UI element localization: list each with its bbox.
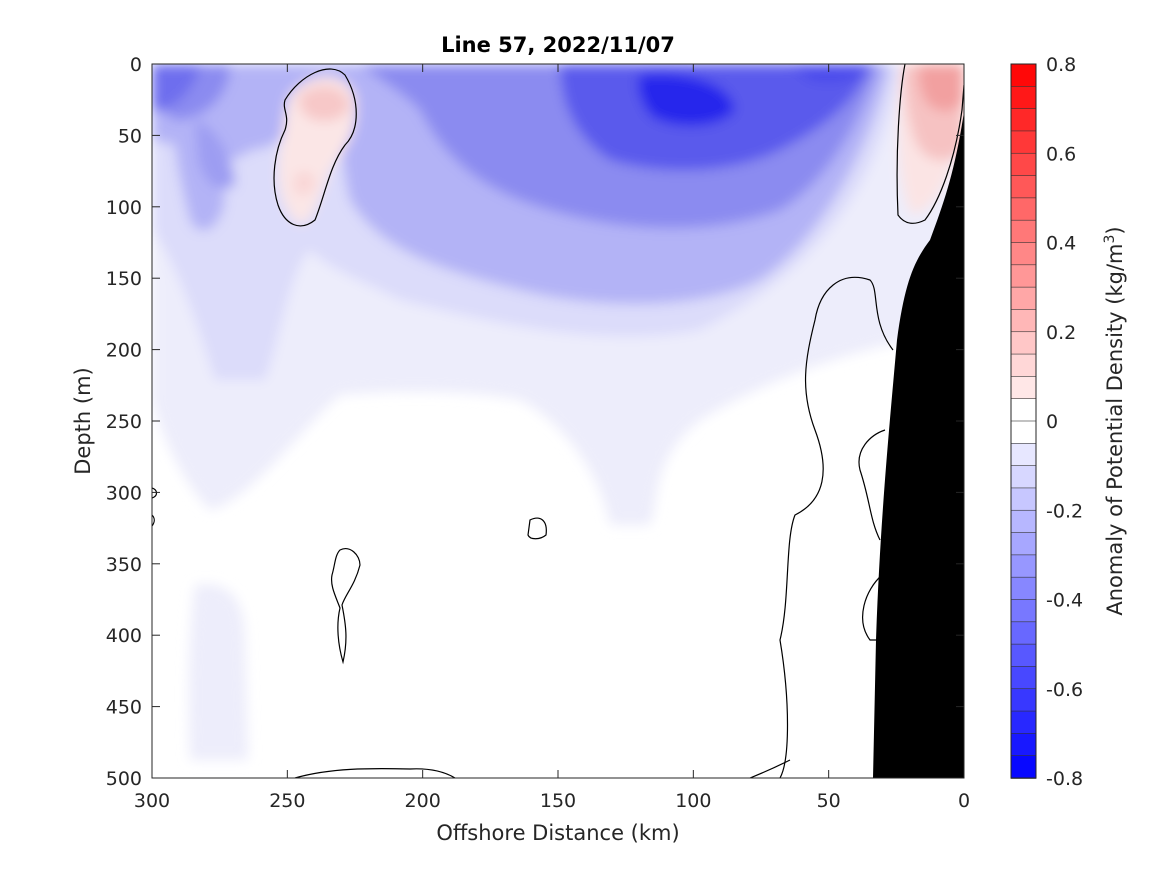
colorbar-segment xyxy=(1010,219,1037,244)
colorbar-tick-label: 0.6 xyxy=(1046,143,1076,165)
x-axis-label: Offshore Distance (km) xyxy=(436,821,679,845)
colorbar-segment xyxy=(1010,108,1037,132)
colorbar-label-tail: ) xyxy=(1103,226,1127,234)
zero-contour-east-mid xyxy=(858,429,886,541)
colorbar-tick-label: -0.6 xyxy=(1046,679,1083,701)
y-tick-label: 500 xyxy=(106,768,142,790)
colorbar-tick-label: 0.4 xyxy=(1046,233,1076,255)
anomaly-field xyxy=(152,64,964,760)
zero-contour-bottom-east xyxy=(749,759,791,778)
colorbar-tick-label: -0.2 xyxy=(1046,500,1083,522)
y-tick-label: 350 xyxy=(106,554,142,576)
y-tick-label: 150 xyxy=(106,268,142,290)
colorbar-segment xyxy=(1010,532,1037,556)
colorbar-segment xyxy=(1010,420,1037,445)
colorbar-label: Anomaly of Potential Density (kg/m3) xyxy=(1102,226,1127,615)
colorbar-segment xyxy=(1010,487,1037,512)
x-tick-label: 50 xyxy=(817,790,841,812)
colorbar-segment xyxy=(1010,599,1037,623)
colorbar-segment xyxy=(1010,733,1037,757)
y-tick-label: 0 xyxy=(130,54,142,76)
colorbar-tick-label: -0.8 xyxy=(1046,768,1083,790)
zero-contour-east-upper xyxy=(896,64,964,224)
bathymetry-mask xyxy=(873,112,964,778)
anomaly-contour-neg-060-top xyxy=(790,64,875,82)
x-axis: 300 250 200 150 100 50 0 xyxy=(134,64,970,812)
colorbar-tick-label: -0.4 xyxy=(1046,590,1083,612)
y-tick-label: 100 xyxy=(106,197,142,219)
colorbar-label-main: Anomaly of Potential Density (kg/m xyxy=(1103,244,1127,616)
colorbar-segment xyxy=(1010,264,1037,288)
y-axis-label: Depth (m) xyxy=(71,367,95,474)
colorbar-segment xyxy=(1010,554,1037,578)
x-tick-label: 100 xyxy=(675,790,711,812)
colorbar-segment xyxy=(1010,286,1037,311)
x-tick-label: 300 xyxy=(134,790,170,812)
anomaly-contour-neg-005-deep xyxy=(188,584,248,760)
colorbar-segment xyxy=(1010,376,1037,400)
colorbar-segment xyxy=(1010,331,1037,355)
zero-contour-small-lens xyxy=(527,517,547,540)
anomaly-contour-neg-070 xyxy=(638,73,735,126)
zero-contours xyxy=(152,64,964,778)
zero-contour-bottom xyxy=(294,767,456,778)
colorbar-segment xyxy=(1010,242,1037,266)
x-tick-label: 250 xyxy=(269,790,305,812)
colorbar-segment xyxy=(1010,576,1037,601)
y-tick-label: 450 xyxy=(106,697,142,719)
colorbar-segment xyxy=(1010,710,1037,735)
colorbar-segment xyxy=(1010,130,1037,155)
colorbar-tick-label: 0.8 xyxy=(1046,54,1076,76)
y-tick-label: 50 xyxy=(118,125,142,147)
colorbar-segment xyxy=(1010,755,1037,779)
x-tick-label: 0 xyxy=(958,790,970,812)
colorbar-segment xyxy=(1010,175,1037,199)
colorbar: 0.8 0.6 0.4 0.2 0 -0.2 -0.4 -0.6 -0.8 xyxy=(1010,54,1083,790)
colorbar-segment xyxy=(1010,309,1037,333)
anomaly-contour-neg-020-left xyxy=(173,100,225,231)
colorbar-segment xyxy=(1010,621,1037,645)
y-tick-label: 200 xyxy=(106,340,142,362)
zero-contour-east-slope xyxy=(779,276,894,778)
y-axis: 0 50 100 150 200 250 300 350 400 450 500 xyxy=(106,54,964,790)
x-tick-label: 200 xyxy=(405,790,441,812)
chart-title: Line 57, 2022/11/07 xyxy=(441,33,675,57)
colorbar-segment xyxy=(1010,197,1037,221)
y-tick-label: 400 xyxy=(106,625,142,647)
zero-contour-deep-lens xyxy=(330,548,361,665)
colorbar-segment xyxy=(1010,398,1037,422)
colorbar-segment xyxy=(1010,465,1037,489)
plot-area xyxy=(152,64,964,778)
colorbar-frame xyxy=(1010,63,1037,779)
colorbar-segment xyxy=(1010,509,1037,534)
zero-contour-east-deep xyxy=(862,574,883,641)
y-tick-label: 250 xyxy=(106,411,142,433)
y-tick-label: 300 xyxy=(106,482,142,504)
zero-contour-west-blob xyxy=(273,68,357,227)
colorbar-segment xyxy=(1010,688,1037,712)
zero-contour-left-edge-1 xyxy=(152,487,158,499)
anomaly-contour-pos-010-west2 xyxy=(294,171,315,195)
zero-contour-left-edge-2 xyxy=(152,514,155,527)
anomaly-contour-neg-035-left2 xyxy=(195,120,235,189)
colorbar-tick-label: 0.2 xyxy=(1046,322,1076,344)
anomaly-contour-pos-015-west xyxy=(299,86,350,122)
anomaly-contour-neg-045-edge xyxy=(152,64,200,112)
anomaly-contour-pos-030-east xyxy=(918,64,964,112)
colorbar-segment xyxy=(1010,443,1037,467)
colorbar-segment xyxy=(1010,666,1037,690)
colorbar-segment xyxy=(1010,353,1037,378)
colorbar-segment xyxy=(1010,152,1037,177)
colorbar-segment xyxy=(1010,643,1037,668)
x-tick-label: 150 xyxy=(540,790,576,812)
colorbar-segment xyxy=(1010,86,1037,110)
colorbar-label-sup: 3 xyxy=(1102,235,1118,244)
colorbar-tick-label: 0 xyxy=(1046,411,1058,433)
colorbar-segment xyxy=(1010,63,1037,88)
